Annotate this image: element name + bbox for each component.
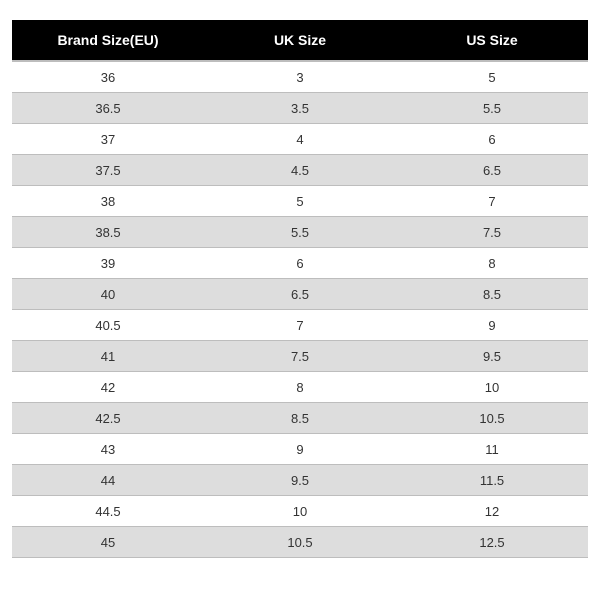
table-row: 417.59.5 bbox=[12, 341, 588, 372]
table-cell: 40 bbox=[12, 279, 204, 310]
table-cell: 39 bbox=[12, 248, 204, 279]
table-cell: 5 bbox=[396, 61, 588, 93]
table-cell: 12 bbox=[396, 496, 588, 527]
table-body: 363536.53.55.5374637.54.56.5385738.55.57… bbox=[12, 61, 588, 558]
table-cell: 38 bbox=[12, 186, 204, 217]
table-cell: 9 bbox=[396, 310, 588, 341]
table-row: 38.55.57.5 bbox=[12, 217, 588, 248]
table-cell: 11.5 bbox=[396, 465, 588, 496]
col-header-uk: UK Size bbox=[204, 20, 396, 61]
table-row: 406.58.5 bbox=[12, 279, 588, 310]
table-row: 3857 bbox=[12, 186, 588, 217]
table-cell: 6.5 bbox=[396, 155, 588, 186]
table-row: 40.579 bbox=[12, 310, 588, 341]
table-cell: 9 bbox=[204, 434, 396, 465]
table-cell: 37 bbox=[12, 124, 204, 155]
table-cell: 6 bbox=[396, 124, 588, 155]
table-cell: 7 bbox=[204, 310, 396, 341]
table-row: 3635 bbox=[12, 61, 588, 93]
col-header-us: US Size bbox=[396, 20, 588, 61]
table-cell: 6 bbox=[204, 248, 396, 279]
table-cell: 8 bbox=[204, 372, 396, 403]
table-cell: 41 bbox=[12, 341, 204, 372]
table-cell: 5.5 bbox=[204, 217, 396, 248]
table-cell: 10 bbox=[204, 496, 396, 527]
table-cell: 7.5 bbox=[204, 341, 396, 372]
table-cell: 3.5 bbox=[204, 93, 396, 124]
table-cell: 8.5 bbox=[396, 279, 588, 310]
table-cell: 44 bbox=[12, 465, 204, 496]
table-cell: 42 bbox=[12, 372, 204, 403]
table-cell: 11 bbox=[396, 434, 588, 465]
table-cell: 37.5 bbox=[12, 155, 204, 186]
table-header-row: Brand Size(EU) UK Size US Size bbox=[12, 20, 588, 61]
col-header-eu: Brand Size(EU) bbox=[12, 20, 204, 61]
table-cell: 10 bbox=[396, 372, 588, 403]
table-cell: 36.5 bbox=[12, 93, 204, 124]
table-cell: 6.5 bbox=[204, 279, 396, 310]
table-cell: 10.5 bbox=[204, 527, 396, 558]
table-row: 43911 bbox=[12, 434, 588, 465]
table-row: 37.54.56.5 bbox=[12, 155, 588, 186]
table-cell: 7 bbox=[396, 186, 588, 217]
size-chart-table: Brand Size(EU) UK Size US Size 363536.53… bbox=[12, 20, 588, 558]
table-cell: 9.5 bbox=[204, 465, 396, 496]
table-cell: 38.5 bbox=[12, 217, 204, 248]
table-cell: 4 bbox=[204, 124, 396, 155]
table-row: 42810 bbox=[12, 372, 588, 403]
table-row: 3746 bbox=[12, 124, 588, 155]
table-header: Brand Size(EU) UK Size US Size bbox=[12, 20, 588, 61]
table-cell: 45 bbox=[12, 527, 204, 558]
table-cell: 8.5 bbox=[204, 403, 396, 434]
table-cell: 8 bbox=[396, 248, 588, 279]
table-cell: 5 bbox=[204, 186, 396, 217]
table-row: 36.53.55.5 bbox=[12, 93, 588, 124]
table-cell: 3 bbox=[204, 61, 396, 93]
table-row: 44.51012 bbox=[12, 496, 588, 527]
table-row: 4510.512.5 bbox=[12, 527, 588, 558]
table-cell: 9.5 bbox=[396, 341, 588, 372]
table-cell: 5.5 bbox=[396, 93, 588, 124]
table-cell: 44.5 bbox=[12, 496, 204, 527]
table-row: 42.58.510.5 bbox=[12, 403, 588, 434]
table-cell: 36 bbox=[12, 61, 204, 93]
table-cell: 42.5 bbox=[12, 403, 204, 434]
table-cell: 40.5 bbox=[12, 310, 204, 341]
table-row: 3968 bbox=[12, 248, 588, 279]
table-cell: 4.5 bbox=[204, 155, 396, 186]
table-cell: 10.5 bbox=[396, 403, 588, 434]
table-cell: 7.5 bbox=[396, 217, 588, 248]
table-row: 449.511.5 bbox=[12, 465, 588, 496]
table-cell: 43 bbox=[12, 434, 204, 465]
table-cell: 12.5 bbox=[396, 527, 588, 558]
